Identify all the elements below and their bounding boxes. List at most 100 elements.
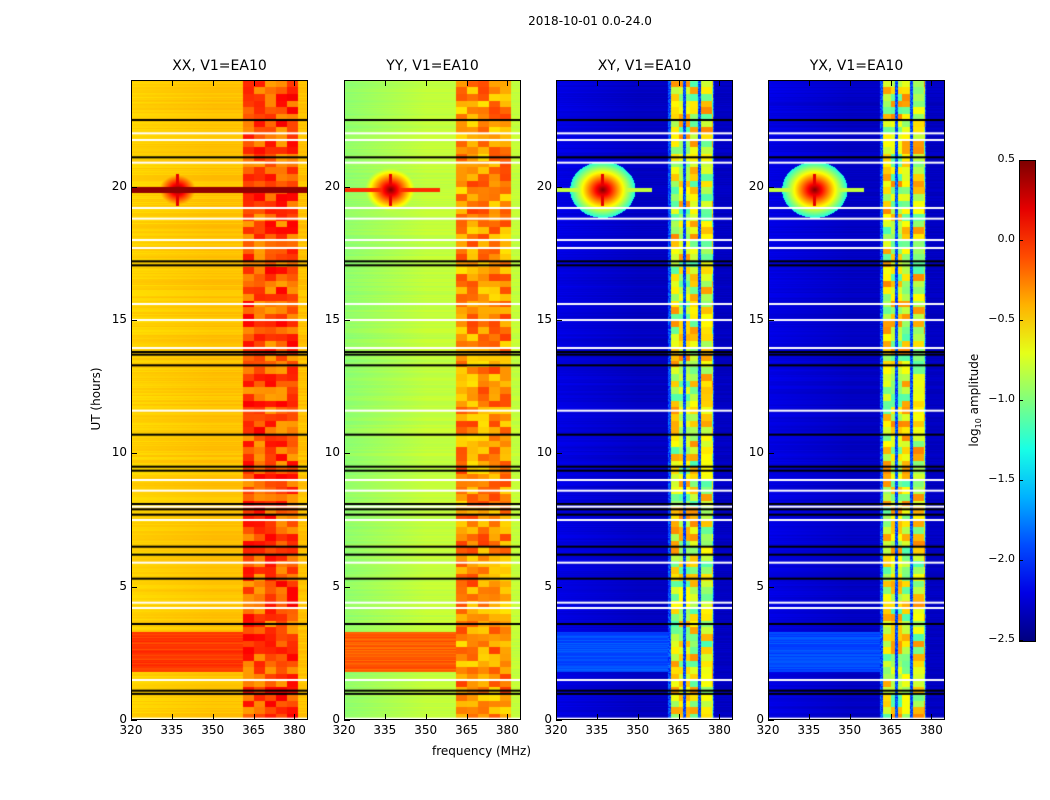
x-tick-label: 320 (119, 723, 143, 737)
colorbar-tick-label: −1.0 (988, 392, 1015, 405)
y-tick-label: 20 (536, 178, 552, 193)
x-tick-label: 380 (495, 723, 519, 737)
y-tick-label: 10 (324, 445, 340, 460)
y-tick-label: 5 (544, 578, 552, 593)
x-tick (384, 714, 386, 720)
y-tick (768, 320, 774, 321)
y-tick-label: 5 (119, 578, 127, 593)
colorbar-label: log10 amplitude (966, 353, 984, 447)
x-tick-label: 380 (919, 723, 943, 737)
y-tick (344, 453, 350, 455)
y-tick (344, 720, 350, 721)
colorbar-tick (1019, 480, 1023, 481)
y-tick-label: 15 (111, 312, 127, 326)
x-tick (808, 80, 810, 86)
x-tick (556, 80, 557, 86)
colorbar-tick-label: −2.0 (988, 552, 1015, 565)
y-tick-label: 15 (536, 312, 552, 326)
y-tick (556, 320, 562, 321)
y-tick-label: 15 (324, 312, 340, 326)
x-tick-label: 350 (626, 723, 650, 737)
x-tick-label: 335 (797, 723, 821, 737)
y-tick (131, 320, 137, 321)
colorbar-tick (1019, 240, 1023, 241)
colorbar-tick (1019, 320, 1023, 321)
colorbar-tick (1019, 400, 1023, 401)
x-tick-label: 320 (756, 723, 780, 737)
y-tick-label: 15 (748, 312, 764, 326)
x-tick (678, 80, 680, 86)
x-tick (171, 80, 173, 86)
y-tick (344, 320, 350, 321)
y-tick-label: 0 (119, 712, 127, 726)
x-tick-label: 350 (838, 723, 862, 737)
y-tick (131, 720, 137, 721)
x-tick (637, 80, 639, 86)
y-axis-label: UT (hours) (89, 367, 103, 431)
y-tick (131, 586, 137, 588)
colorbar-tick (1019, 160, 1023, 161)
x-tick (507, 714, 509, 720)
heatmap-panel-yx: YX, V1=EA10 320 335 350 365 380 0 5 10 15 20 (749, 58, 945, 737)
heatmap-image (768, 80, 945, 720)
x-tick-label: 320 (332, 723, 356, 737)
panel-title: XY, V1=EA10 (597, 58, 692, 74)
y-tick-label: 10 (748, 445, 764, 460)
x-tick (890, 714, 892, 720)
heatmap-panel-yy: YY, V1=EA10 320 335 350 365 380 0 5 10 15 20 (325, 58, 521, 737)
x-tick (425, 80, 427, 86)
x-tick (849, 714, 851, 720)
panel-title: YY, V1=EA10 (386, 58, 479, 74)
heatmap-image (131, 80, 308, 720)
x-tick-label: 380 (707, 723, 731, 737)
heatmap-image (344, 80, 521, 720)
x-tick (596, 80, 598, 86)
y-tick-label: 10 (111, 445, 127, 460)
x-tick (253, 714, 255, 720)
y-tick-label: 20 (324, 178, 340, 193)
x-tick (849, 80, 851, 86)
x-tick (507, 80, 509, 86)
y-tick (556, 586, 562, 588)
y-tick (768, 720, 774, 721)
colorbar-tick-label: −1.5 (988, 472, 1015, 485)
heatmap-panel-xy: XY, V1=EA10 320 335 350 365 380 0 5 10 15 20 (537, 58, 733, 737)
x-tick (931, 80, 933, 86)
x-tick-label: 365 (242, 723, 265, 737)
y-tick (344, 186, 350, 188)
y-tick-label: 10 (536, 445, 552, 460)
x-tick-label: 335 (585, 723, 609, 737)
panel-title: YX, V1=EA10 (809, 58, 904, 74)
x-tick (294, 714, 296, 720)
x-tick (768, 714, 769, 720)
y-tick (556, 720, 562, 721)
x-tick-label: 335 (373, 723, 397, 737)
x-tick (719, 714, 721, 720)
x-tick (384, 80, 386, 86)
x-axis-label: frequency (MHz) (432, 744, 532, 758)
x-tick (596, 714, 598, 720)
x-tick (637, 714, 639, 720)
x-tick (171, 714, 173, 720)
colorbar-tick-label: 0.5 (997, 152, 1016, 165)
y-tick (768, 586, 774, 588)
x-tick (719, 80, 721, 86)
figure-title: 2018-10-01 0.0-24.0 (528, 14, 652, 28)
x-tick-label: 380 (282, 723, 306, 737)
x-tick (344, 714, 345, 720)
x-tick-label: 365 (455, 723, 478, 737)
x-tick-label: 350 (201, 723, 225, 737)
y-tick (768, 453, 774, 455)
x-tick-label: 365 (667, 723, 690, 737)
y-tick-label: 0 (544, 712, 552, 726)
panel-title: XX, V1=EA10 (172, 58, 267, 74)
y-tick-label: 20 (111, 178, 127, 193)
x-tick (466, 80, 468, 86)
x-tick (808, 714, 810, 720)
y-tick-label: 0 (756, 712, 764, 726)
y-tick (344, 586, 350, 588)
x-tick (556, 714, 557, 720)
y-tick (131, 186, 137, 188)
y-tick (131, 453, 137, 455)
